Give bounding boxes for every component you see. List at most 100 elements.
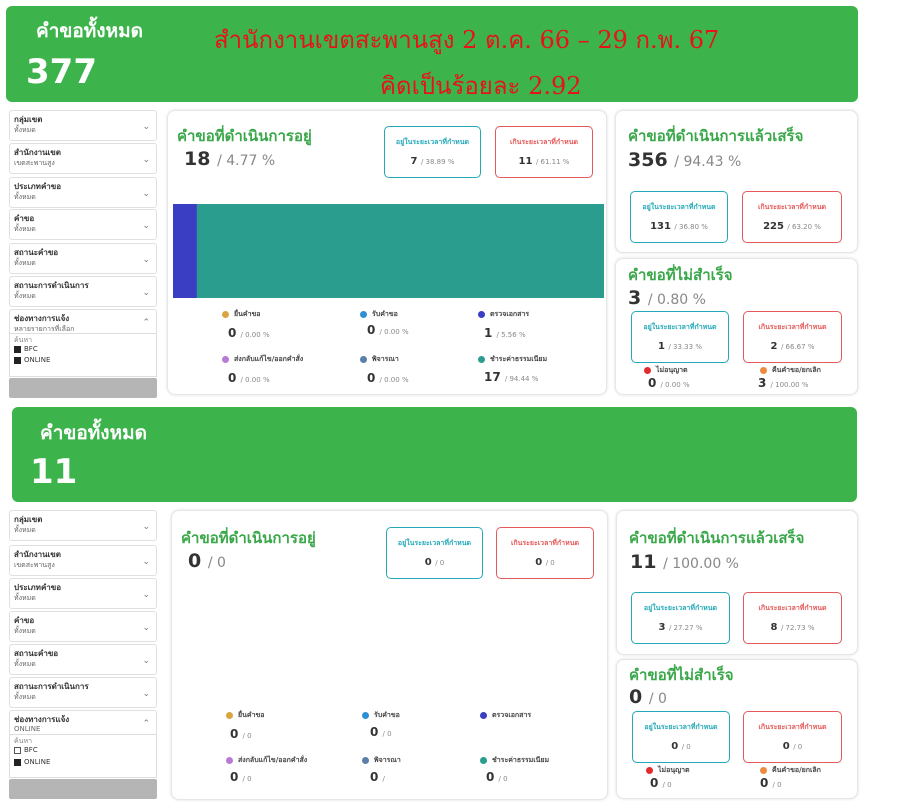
legend-value: 0 <box>486 770 495 784</box>
legend-value: 0 <box>367 371 376 385</box>
total-requests-count: 377 <box>26 52 97 92</box>
chevron-down-icon: ⌄ <box>142 623 150 633</box>
dropdown-search-input[interactable]: ค้นหา <box>14 737 33 745</box>
legend-value: 1 <box>484 326 493 340</box>
kpi-number: 0 <box>782 741 790 752</box>
filter-label: สำนักงานเขต <box>14 550 61 559</box>
apply-button[interactable] <box>9 378 157 398</box>
legend-percent: / 0 <box>242 775 252 783</box>
headline-percentage: คิดเป็นร้อยละ 2.92 <box>380 72 582 100</box>
bar-segment[interactable] <box>196 204 604 298</box>
kpi-within-time: อยู่ในระยะเวลาที่กำหนด 131 / 36.80 % <box>630 191 728 243</box>
option-label: ONLINE <box>24 356 51 364</box>
filter-district-office[interactable]: สำนักงานเขต เขตสะพานสูง ⌄ <box>9 143 157 174</box>
count-percent: / 94.43 % <box>674 154 742 170</box>
filter-district-office[interactable]: สำนักงานเขต เขตสะพานสูง ⌄ <box>9 545 157 576</box>
filter-label: สถานะคำขอ <box>14 649 59 658</box>
filter-district-group[interactable]: กลุ่มเขต ทั้งหมด ⌄ <box>9 510 157 541</box>
count-value: 11 <box>630 551 657 573</box>
legend-cancelled-value: 0 / 0 <box>760 776 782 790</box>
bar-segment[interactable] <box>173 204 197 298</box>
legend-value: 0 <box>367 323 376 337</box>
kpi-percent: / 36.80 % <box>674 223 708 231</box>
kpi-label: เกินระยะเวลาที่กำหนด <box>758 723 827 731</box>
in-progress-title: คำขอที่ดำเนินการอยู่ <box>181 529 316 547</box>
legend-label: รับคำขอ <box>374 711 400 719</box>
legend-percent: / 0 <box>242 732 252 740</box>
total-requests-count: 11 <box>30 452 78 492</box>
filter-value: ทั้งหมด <box>14 292 36 300</box>
legend-receive: รับคำขอ <box>360 309 398 320</box>
filter-request-type[interactable]: ประเภทคำขอ ทั้งหมด ⌄ <box>9 177 157 208</box>
filter-operation-status[interactable]: สถานะการดำเนินการ ทั้งหมด ⌄ <box>9 276 157 307</box>
legend-check-docs-value: 1 / 5.56 % <box>484 326 526 340</box>
headline-office-period: สำนักงานเขตสะพานสูง 2 ต.ค. 66 – 29 ก.พ. … <box>214 26 720 54</box>
filter-label: กลุ่มเขต <box>14 515 43 524</box>
filter-request-status[interactable]: สถานะคำขอ ทั้งหมด ⌄ <box>9 243 157 274</box>
filter-value: ONLINE <box>14 725 41 733</box>
kpi-number: 0 <box>424 557 432 568</box>
legend-receive-value: 0 / 0.00 % <box>367 323 409 337</box>
legend-dot <box>362 756 369 764</box>
filter-request[interactable]: คำขอ ทั้งหมด ⌄ <box>9 611 157 642</box>
dropdown-search-input[interactable]: ค้นหา <box>14 336 33 344</box>
chevron-down-icon: ⌄ <box>142 656 150 666</box>
count-percent: / 100.00 % <box>663 556 739 572</box>
dropdown-option-online[interactable]: ONLINE <box>14 758 50 766</box>
legend-value: 0 <box>760 776 769 790</box>
legend-submit: ยื่นคำขอ <box>226 710 265 721</box>
completed-count: 356 / 94.43 % <box>628 149 741 171</box>
filter-request-status[interactable]: สถานะคำขอ ทั้งหมด ⌄ <box>9 644 157 675</box>
legend-dot <box>480 756 487 764</box>
legend-dot <box>362 711 369 719</box>
filter-operation-status[interactable]: สถานะการดำเนินการ ทั้งหมด ⌄ <box>9 677 157 708</box>
kpi-over-time: เกินระยะเวลาที่กำหนด 8 / 72.73 % <box>743 592 842 644</box>
dropdown-option-bfc[interactable]: BFC <box>14 345 38 353</box>
completed-title: คำขอที่ดำเนินการแล้วเสร็จ <box>629 529 805 547</box>
legend-label: พิจารณา <box>372 355 399 363</box>
legend-dot <box>644 366 651 374</box>
chevron-down-icon: ⌄ <box>142 590 150 600</box>
kpi-over-time: เกินระยะเวลาที่กำหนด 2 / 66.67 % <box>743 311 842 363</box>
kpi-percent: / 66.67 % <box>780 343 815 351</box>
legend-dot <box>760 366 767 374</box>
filter-label: กลุ่มเขต <box>14 115 43 124</box>
filter-label: สถานะคำขอ <box>14 248 59 257</box>
failed-count: 0 / 0 <box>629 686 667 708</box>
kpi-number: 0 <box>535 557 543 568</box>
legend-dot <box>478 355 485 363</box>
filter-district-group[interactable]: กลุ่มเขต ทั้งหมด ⌄ <box>9 110 157 141</box>
apply-button[interactable] <box>9 779 157 799</box>
kpi-value: 11 / 61.11 % <box>496 156 592 167</box>
dropdown-option-bfc[interactable]: BFC <box>14 746 38 754</box>
filter-value: ทั้งหมด <box>14 693 36 701</box>
kpi-percent: / 0 <box>793 743 803 751</box>
filter-label: ช่องทางการแจ้ง <box>14 715 70 724</box>
legend-consider: พิจารณา <box>362 755 401 766</box>
filter-value: ทั้งหมด <box>14 594 36 602</box>
legend-check-docs: ตรวจเอกสาร <box>480 710 531 721</box>
dropdown-option-online[interactable]: ONLINE <box>14 356 50 364</box>
legend-percent: / 0.00 % <box>240 376 270 384</box>
filter-request[interactable]: คำขอ ทั้งหมด ⌄ <box>9 209 157 240</box>
kpi-percent: / 27.27 % <box>668 624 703 632</box>
legend-label: รับคำขอ <box>372 310 398 318</box>
filter-value: ทั้งหมด <box>14 259 36 267</box>
checkbox-icon <box>14 356 21 364</box>
kpi-value: 0 / 0 <box>633 741 729 752</box>
legend-label: คืนคำขอ/ยกเลิก <box>772 366 821 374</box>
legend-dot <box>478 310 485 318</box>
legend-submit-value: 0 / 0 <box>230 727 252 741</box>
kpi-number: 7 <box>410 156 418 167</box>
legend-cancelled: คืนคำขอ/ยกเลิก <box>760 365 821 376</box>
kpi-over-time: เกินระยะเวลาที่กำหนด 225 / 63.20 % <box>742 191 842 243</box>
legend-label: ตรวจเอกสาร <box>490 310 530 318</box>
filter-request-type[interactable]: ประเภทคำขอ ทั้งหมด ⌄ <box>9 578 157 609</box>
failed-title: คำขอที่ไม่สำเร็จ <box>629 666 734 684</box>
kpi-number: 2 <box>770 341 778 352</box>
legend-not-allowed: ไม่อนุญาต <box>644 365 688 376</box>
legend-consider-value: 0 / 0.00 % <box>367 371 409 385</box>
legend-value: 0 <box>650 776 659 790</box>
legend-pay-fee-value: 17 / 94.44 % <box>484 370 538 384</box>
legend-value: 0 <box>230 770 239 784</box>
